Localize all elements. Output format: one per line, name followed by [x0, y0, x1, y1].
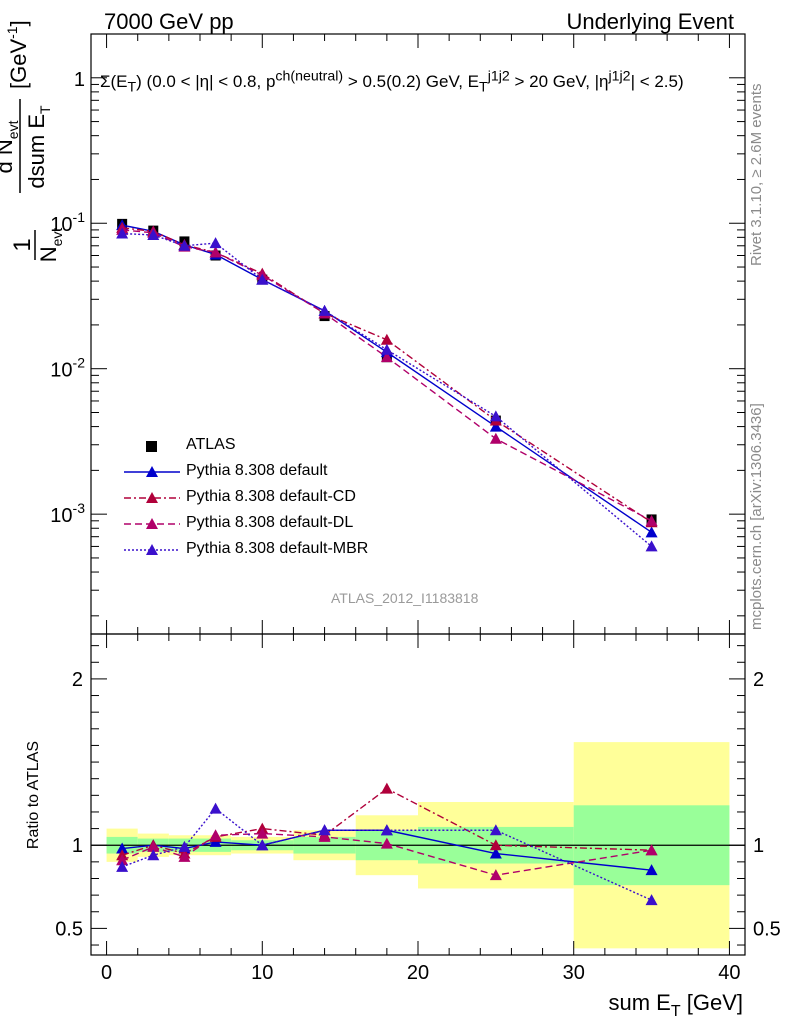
pythia-8-308-default-cd-ratio-point — [489, 839, 502, 851]
legend-triangle-marker — [146, 544, 158, 555]
legend-item-pythia-8-308-default-mbr: Pythia 8.308 default-MBR — [122, 538, 442, 564]
pythia-8-308-default-dl-point — [380, 351, 393, 363]
pythia-8-308-default-mbr-ratio-line — [121, 807, 652, 901]
pythia-8-308-default-mbr-ratio-point — [645, 894, 658, 906]
pythia-8-308-default-dl-ratio-point — [147, 840, 160, 852]
ratio-y-tick-label: 2 — [72, 669, 83, 691]
pythia-8-308-default-dl-point — [645, 514, 658, 526]
x-tick-label: 20 — [407, 962, 429, 984]
legend-label: Pythia 8.308 default-MBR — [186, 540, 369, 557]
y-ticks-main — [91, 33, 745, 617]
main-series — [116, 218, 658, 552]
pythia-8-308-default-mbr-point — [178, 239, 191, 251]
legend-triangle-marker — [146, 492, 158, 503]
pythia-8-308-default-mbr-ratio-point — [318, 824, 331, 836]
x-tick-label: 10 — [251, 962, 273, 984]
x-tick-label: 0 — [101, 962, 112, 984]
rivet-version-label: Rivet 3.1.10, ≥ 2.6M events — [748, 83, 765, 267]
pythia-8-308-default-ratio-point — [489, 847, 502, 859]
ratio-y-tick-label: 0.5 — [55, 918, 83, 940]
legend-symbol — [124, 466, 180, 477]
ratio-y-axis-label: Ratio to ATLAS — [25, 741, 42, 849]
legend-symbol — [124, 518, 180, 529]
legend-symbol — [124, 492, 180, 503]
pythia-8-308-default-mbr-point — [209, 237, 222, 249]
x-tick-label: 30 — [563, 962, 585, 984]
ratio-y-tick-label-right: 0.5 — [753, 918, 781, 940]
y-label-nevt: Nevt — [36, 228, 65, 263]
x-tick-label: 40 — [718, 962, 740, 984]
pythia-8-308-default-mbr-point — [147, 229, 160, 241]
y-tick-label: 10-3 — [50, 500, 85, 527]
pythia-8-308-default-mbr-point — [645, 540, 658, 552]
y-label-unit: [GeV-1] — [4, 20, 31, 89]
pythia-8-308-default-mbr-point — [380, 343, 393, 355]
y-label-one: 1 — [9, 238, 36, 251]
legend-label: ATLAS — [186, 436, 236, 453]
pythia-8-308-default-dl-ratio-point — [380, 837, 393, 849]
legend-triangle-marker — [146, 518, 158, 529]
x-ticks — [106, 34, 730, 955]
x-axis-label: sum ET [GeV] — [609, 990, 744, 1020]
pythia-8-308-default-dl-point — [489, 432, 502, 444]
pythia-8-308-default-ratio-point — [116, 842, 129, 854]
pythia-8-308-default-point — [645, 526, 658, 538]
pythia-8-308-default-dl-ratio-point — [178, 850, 191, 862]
ratio-y-tick-label-right: 1 — [753, 835, 764, 857]
pythia-8-308-default-mbr-ratio-point — [256, 839, 269, 851]
pythia-8-308-default-mbr-ratio-point — [178, 840, 191, 852]
pythia-8-308-default-dl-ratio-point — [489, 869, 502, 881]
pythia-8-308-default-dl-ratio-point — [645, 844, 658, 856]
pythia-8-308-default-mbr-ratio-point — [209, 802, 222, 814]
pythia-8-308-default-dl-ratio-point — [209, 829, 222, 841]
pythia-8-308-default-dl-ratio-line — [121, 832, 652, 876]
pythia-8-308-default-ratio-point — [645, 864, 658, 876]
ratio-series — [116, 782, 658, 906]
pythia-8-308-default-mbr-ratio-point — [489, 824, 502, 836]
pythia-8-308-default-mbr-point — [489, 410, 502, 422]
pythia-8-308-default-mbr-ratio-point — [116, 860, 129, 872]
pythia-8-308-default-dl-ratio-point — [256, 827, 269, 839]
legend-symbol — [146, 441, 157, 452]
header-process: Underlying Event — [566, 9, 734, 34]
y-tick-label: 10-1 — [50, 209, 85, 236]
ratio-y-tick-label-right: 2 — [753, 669, 764, 691]
pythia-8-308-default-mbr-point — [318, 304, 331, 316]
header-energy: 7000 GeV pp — [104, 9, 234, 34]
pythia-8-308-default-dl-ratio-point — [116, 854, 129, 866]
pythia-8-308-default-cd-line — [122, 227, 652, 523]
y-label-dsum: dsum ET — [24, 105, 53, 189]
legend-item-pythia-8-308-default-cd: Pythia 8.308 default-CD — [122, 486, 442, 512]
pythia-8-308-default-mbr-point — [256, 273, 269, 285]
pythia-8-308-default-dl-point — [209, 246, 222, 258]
pythia-8-308-default-cd-point — [380, 333, 393, 345]
y-tick-label: 1 — [74, 69, 85, 91]
pythia-8-308-default-dl-ratio-point — [318, 830, 331, 842]
analysis-id: ATLAS_2012_I1183818 — [331, 590, 479, 606]
y-ticks-ratio — [91, 645, 745, 946]
pythia-8-308-default-mbr-ratio-point — [147, 849, 160, 861]
legend-item-atlas: ATLAS — [122, 434, 442, 460]
legend-label: Pythia 8.308 default — [186, 462, 328, 479]
legend-symbol — [124, 544, 180, 555]
y-label-dn: d Nevt — [0, 120, 21, 173]
pythia-8-308-default-mbr-point — [116, 227, 129, 239]
legend-triangle-marker — [146, 466, 158, 477]
ratio-y-tick-label: 1 — [72, 835, 83, 857]
y-tick-label: 10-2 — [50, 355, 85, 382]
legend-label: Pythia 8.308 default-CD — [186, 488, 356, 505]
legend-label: Pythia 8.308 default-DL — [186, 514, 354, 531]
pythia-8-308-default-mbr-ratio-point — [380, 824, 393, 836]
legend-square-marker — [146, 441, 157, 452]
cuts-annotation: Σ(ET) (0.0 < |η| < 0.8, pch(neutral) > 0… — [100, 68, 684, 96]
legend-item-pythia-8-308-default: Pythia 8.308 default — [122, 460, 442, 486]
legend-item-pythia-8-308-default-dl: Pythia 8.308 default-DL — [122, 512, 442, 538]
legend: ATLAS Pythia 8.308 default Pythia 8.308 de… — [122, 434, 442, 564]
pythia-8-308-default-point — [489, 420, 502, 432]
mcplots-label: mcplots.cern.ch [arXiv:1306.3436] — [748, 403, 765, 630]
pythia-8-308-default-cd-ratio-point — [380, 782, 393, 794]
